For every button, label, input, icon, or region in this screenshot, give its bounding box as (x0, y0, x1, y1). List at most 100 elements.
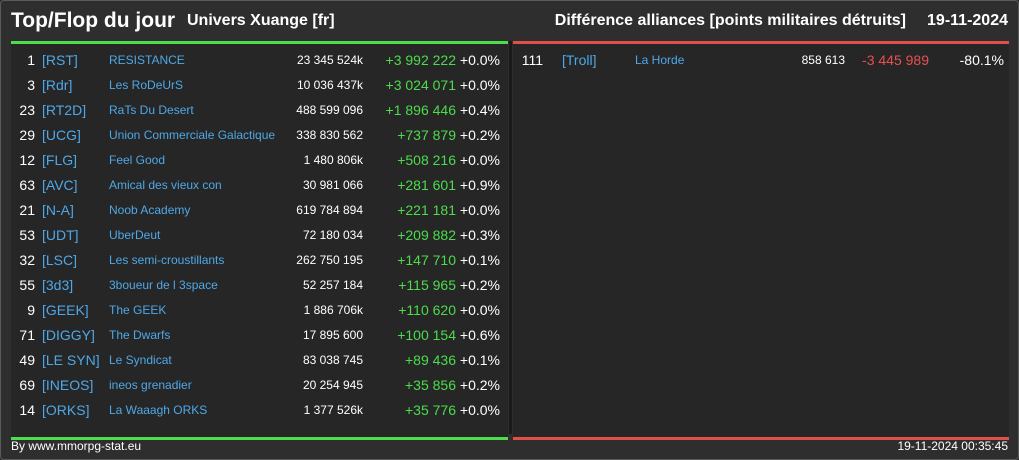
alliance-pct: +0.0% (459, 52, 500, 68)
panel-divider (509, 41, 512, 434)
alliance-points: 338 830 562 (296, 128, 363, 142)
top-row: 21 [N-A] Noob Academy 619 784 894 +221 181 +0… (11, 198, 508, 223)
alliance-rank: 55 (19, 277, 35, 293)
alliance-name[interactable]: Les semi-croustillants (109, 253, 225, 267)
top-row: 23 [RT2D] RaTs Du Desert 488 599 096 +1 896 … (11, 98, 508, 123)
alliance-tag[interactable]: [DIGGY] (42, 327, 95, 343)
alliance-pct: +0.9% (459, 177, 500, 193)
alliance-pct: -80.1% (959, 52, 1004, 68)
alliance-pct: +0.6% (459, 327, 500, 343)
alliance-rank: 14 (19, 402, 35, 418)
flop-panel: 111 [Troll] La Horde 858 613 -3 445 989 -80.1… (513, 41, 1009, 440)
alliance-rank: 29 (19, 127, 35, 143)
alliance-tag[interactable]: [INEOS] (42, 377, 94, 393)
alliance-diff: +110 620 (398, 302, 456, 318)
alliance-name[interactable]: The Dwarfs (109, 328, 171, 342)
top-row: 71 [DIGGY] The Dwarfs 17 895 600 +100 154 +0.… (11, 323, 508, 348)
alliance-diff: +100 154 (397, 327, 456, 343)
alliance-tag[interactable]: [UDT] (42, 227, 79, 243)
alliance-points: 52 257 184 (302, 278, 363, 292)
header: Top/Flop du jour Univers Xuange [fr] Dif… (1, 1, 1018, 39)
alliance-pct: +0.0% (459, 202, 500, 218)
alliance-name[interactable]: Noob Academy (109, 203, 191, 217)
alliance-pct: +0.0% (459, 152, 500, 168)
top-panel: 1 [RST] RESISTANCE 23 345 524k +3 992 222 +0.… (11, 41, 508, 440)
alliance-diff: -3 445 989 (862, 52, 929, 68)
alliance-points: 30 981 066 (302, 178, 363, 192)
top-row: 55 [3d3] 3boueur de l 3space 52 257 184 +115… (11, 273, 508, 298)
alliance-diff: +3 024 071 (385, 77, 456, 93)
alliance-diff: +147 710 (397, 252, 456, 268)
alliance-name[interactable]: UberDeut (109, 228, 161, 242)
alliance-tag[interactable]: [N-A] (42, 202, 74, 218)
alliance-rank: 63 (19, 177, 35, 193)
alliance-pct: +0.0% (459, 302, 500, 318)
alliance-pct: +0.2% (459, 277, 500, 293)
alliance-tag[interactable]: [RT2D] (42, 102, 87, 118)
alliance-points: 10 036 437k (296, 78, 363, 92)
alliance-pct: +0.3% (459, 227, 500, 243)
alliance-tag[interactable]: [LSC] (42, 252, 78, 268)
alliance-rank: 111 (521, 52, 543, 68)
alliance-name[interactable]: RESISTANCE (109, 53, 185, 67)
alliance-diff: +89 436 (405, 352, 456, 368)
alliance-diff: +737 879 (397, 127, 456, 143)
alliance-pct: +0.1% (459, 352, 500, 368)
alliance-tag[interactable]: [Troll] (562, 52, 597, 68)
top-row: 12 [FLG] Feel Good 1 480 806k +508 216 +0.0% (11, 148, 508, 173)
alliance-name[interactable]: La Horde (635, 53, 685, 67)
alliance-tag[interactable]: [UCG] (42, 127, 81, 143)
alliance-tag[interactable]: [AVC] (42, 177, 78, 193)
alliance-points: 20 254 945 (302, 378, 363, 392)
alliance-points: 488 599 096 (296, 103, 363, 117)
footer-timestamp: 19-11-2024 00:35:45 (897, 439, 1008, 453)
header-date: 19-11-2024 (927, 12, 1008, 29)
alliance-tag[interactable]: [RST] (42, 52, 78, 68)
alliance-rank: 3 (27, 77, 35, 93)
alliance-diff: +221 181 (397, 202, 456, 218)
alliance-diff: +508 216 (397, 152, 456, 168)
alliance-name[interactable]: Amical des vieux con (109, 178, 222, 192)
alliance-rank: 12 (19, 152, 35, 168)
alliance-name[interactable]: Les RoDeUrS (109, 78, 184, 92)
alliance-name[interactable]: Le Syndicat (109, 353, 172, 367)
top-row: 14 [ORKS] La Waaagh ORKS 1 377 526k +35 776 +… (11, 398, 508, 423)
alliance-points: 83 038 745 (302, 353, 363, 367)
alliance-name[interactable]: La Waaagh ORKS (109, 403, 208, 417)
alliance-tag[interactable]: [ORKS] (42, 402, 90, 418)
alliance-name[interactable]: ineos grenadier (109, 378, 192, 392)
alliance-tag[interactable]: [FLG] (42, 152, 78, 168)
alliance-name[interactable]: 3boueur de l 3space (109, 278, 218, 292)
alliance-diff: +3 992 222 (385, 52, 456, 68)
top-row: 9 [GEEK] The GEEK 1 886 706k +110 620 +0.0% (11, 298, 508, 323)
footer-credit[interactable]: By www.mmorpg-stat.eu (11, 439, 142, 453)
alliance-tag[interactable]: [LE SYN] (42, 352, 100, 368)
universe-label: Univers Xuange [fr] (187, 12, 335, 29)
top-row: 49 [LE SYN] Le Syndicat 83 038 745 +89 436 +0… (11, 348, 508, 373)
alliance-diff: +209 882 (397, 227, 456, 243)
alliance-points: 858 613 (801, 53, 845, 67)
top-row: 32 [LSC] Les semi-croustillants 262 750 195… (11, 248, 508, 273)
flop-row: 111 [Troll] La Horde 858 613 -3 445 989 -80.1… (513, 48, 1009, 73)
alliance-pct: +0.0% (459, 77, 500, 93)
alliance-tag[interactable]: [Rdr] (42, 77, 73, 93)
alliance-rank: 9 (27, 302, 35, 318)
alliance-name[interactable]: The GEEK (109, 303, 167, 317)
alliance-tag[interactable]: [GEEK] (42, 302, 89, 318)
alliance-points: 72 180 034 (302, 228, 363, 242)
alliance-name[interactable]: Feel Good (109, 153, 166, 167)
alliance-name[interactable]: RaTs Du Desert (109, 103, 194, 117)
alliance-pct: +0.2% (459, 377, 500, 393)
alliance-rank: 1 (27, 52, 35, 68)
alliance-points: 23 345 524k (296, 53, 363, 67)
alliance-rank: 49 (19, 352, 35, 368)
alliance-name[interactable]: Union Commerciale Galactique (109, 128, 276, 142)
alliance-tag[interactable]: [3d3] (42, 277, 74, 293)
alliance-diff: +1 896 446 (385, 102, 456, 118)
top-row: 1 [RST] RESISTANCE 23 345 524k +3 992 222 +0.… (11, 48, 508, 73)
alliance-points: 17 895 600 (302, 328, 363, 342)
alliance-rank: 32 (19, 252, 35, 268)
top-row: 3 [Rdr] Les RoDeUrS 10 036 437k +3 024 071 +0… (11, 73, 508, 98)
ranking-subtitle: Différence alliances [points militaires … (554, 12, 906, 29)
